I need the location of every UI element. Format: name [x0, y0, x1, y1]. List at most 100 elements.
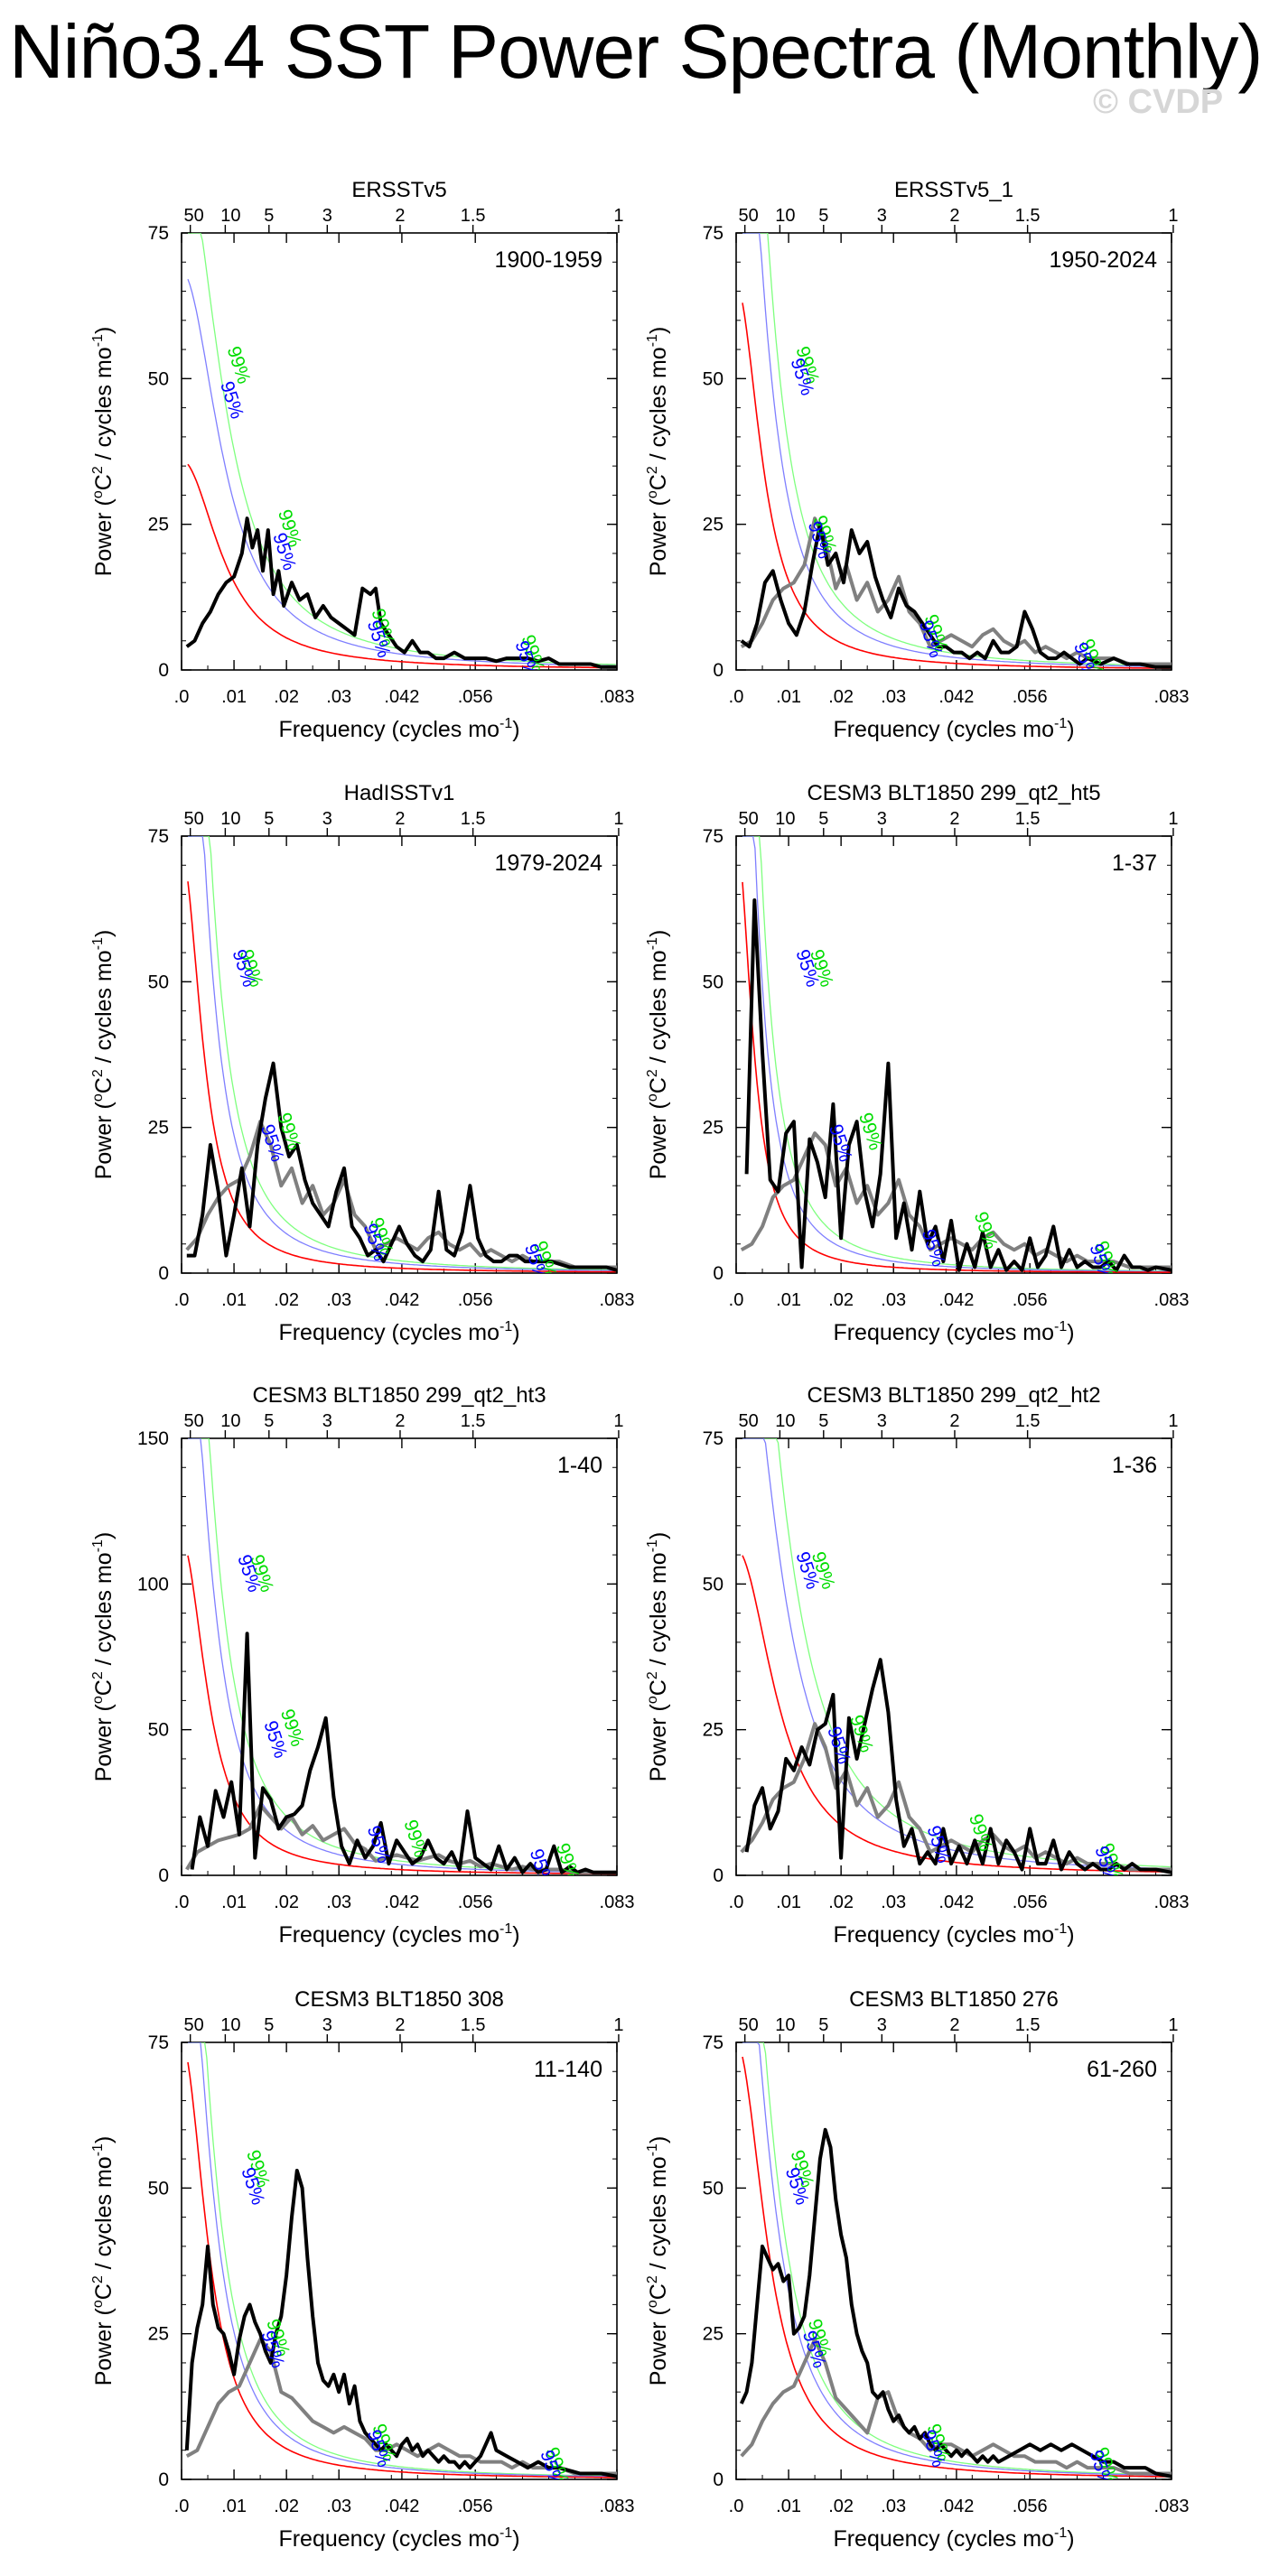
plot-area: 99%99%99%99%95%95%95%95%	[184, 2042, 617, 2479]
x-axis-label: Frequency (cycles mo-1)	[833, 716, 1074, 742]
x-tick-label: .03	[326, 2497, 351, 2516]
period-tick-label: 10	[775, 809, 795, 829]
panel-period: 1-36	[1112, 1453, 1157, 1478]
period-tick-label: 3	[877, 206, 887, 226]
panel-title: CESM3 BLT1850 299_qt2_ht2	[807, 1383, 1100, 1408]
reference-spectrum-line	[185, 1803, 617, 1874]
power-spectrum-line	[184, 2169, 617, 2478]
panel-title: ERSSTv5	[351, 178, 446, 202]
red-noise-curve	[187, 2061, 616, 2478]
power-spectrum-line	[739, 2127, 1172, 2478]
period-tick-label: 1.5	[461, 1411, 486, 1431]
plot-frame	[735, 835, 1172, 1274]
power-spectrum-line	[740, 522, 1172, 669]
x-tick-label: .0	[729, 2497, 744, 2516]
ci95-curve	[742, 836, 1171, 1272]
y-tick-label: 25	[703, 515, 724, 535]
period-tick-label: 1	[613, 1411, 623, 1431]
power-spectrum-line	[744, 1658, 1172, 1874]
y-tick-label: 25	[703, 1720, 724, 1741]
x-tick-label: .0	[729, 1892, 744, 1912]
period-tick-label: 50	[184, 206, 204, 226]
x-tick-label: .02	[274, 1290, 299, 1310]
plot-frame	[181, 2041, 618, 2480]
period-tick-label: 50	[739, 2015, 759, 2035]
period-tick-label: 5	[818, 2015, 828, 2035]
period-tick-label: 50	[739, 206, 759, 226]
x-tick-label: .042	[384, 2497, 419, 2516]
panel-title: CESM3 BLT1850 299_qt2_ht5	[807, 781, 1100, 805]
y-tick-label: 150	[137, 1428, 169, 1449]
period-tick-label: 2	[395, 1411, 405, 1431]
x-tick-label: .01	[221, 1290, 247, 1310]
x-tick-label: .083	[1154, 2497, 1190, 2516]
ci95-curve	[187, 278, 616, 667]
ci99-curve	[188, 836, 616, 1271]
period-tick-label: 10	[220, 1411, 240, 1431]
period-tick-label: 10	[775, 1411, 795, 1431]
y-tick-label: 75	[703, 1428, 724, 1449]
period-tick-label: 10	[220, 206, 240, 226]
period-tick-label: 1.5	[1015, 2015, 1041, 2035]
x-tick-label: .056	[458, 1290, 493, 1310]
x-tick-label: .01	[221, 1892, 247, 1912]
ci95-label: 95%	[918, 1227, 949, 1269]
plot-frame	[735, 2041, 1172, 2480]
panel-period: 61-260	[1087, 2057, 1157, 2082]
x-axis-label: Frequency (cycles mo-1)	[278, 716, 519, 742]
x-tick-label: .02	[828, 2497, 854, 2516]
y-tick-label: 75	[703, 223, 724, 244]
period-tick-label: 1	[613, 206, 623, 226]
red-noise-curve	[742, 302, 1171, 669]
period-tick-label: 1.5	[461, 206, 486, 226]
plot-frame	[181, 1437, 618, 1876]
x-tick-label: .01	[221, 687, 247, 707]
x-tick-label: .0	[174, 2497, 190, 2516]
x-tick-label: .02	[274, 2497, 299, 2516]
y-axis-label: Power (oC2 / cycles mo-1)	[90, 2136, 117, 2386]
plot-area: 99%99%99%99%95%95%95%95%	[185, 836, 617, 1273]
x-axis-label: Frequency (cycles mo-1)	[278, 1319, 519, 1345]
power-spectrum-line	[744, 898, 1172, 1272]
power-spectrum-line	[185, 516, 617, 669]
plot-area: 99%99%99%99%95%95%95%95%	[740, 836, 1172, 1273]
y-tick-label: 50	[148, 2178, 169, 2199]
y-tick-label: 0	[158, 1263, 169, 1284]
y-tick-label: 0	[713, 1865, 724, 1886]
cvdp-watermark: © CVDP	[1093, 83, 1224, 121]
period-tick-label: 3	[322, 206, 332, 226]
period-tick-label: 50	[184, 1411, 204, 1431]
period-tick-label: 3	[877, 1411, 887, 1431]
y-tick-label: 50	[148, 972, 169, 992]
panel-period: 1979-2024	[494, 851, 602, 876]
x-tick-label: .042	[938, 2497, 974, 2516]
panel-period: 1900-1959	[494, 247, 602, 273]
x-tick-label: .042	[938, 1892, 974, 1912]
x-tick-label: .0	[174, 1290, 190, 1310]
panel-title: CESM3 BLT1850 276	[849, 1987, 1059, 2012]
period-tick-label: 3	[877, 809, 887, 829]
period-tick-label: 1	[1168, 809, 1178, 829]
ci95-curve	[742, 2042, 1171, 2477]
period-tick-label: 1	[613, 809, 623, 829]
x-tick-label: .01	[776, 1290, 801, 1310]
y-tick-label: 75	[703, 2032, 724, 2053]
plot-area: 99%99%99%99%95%95%95%95%	[740, 233, 1172, 670]
y-axis-label: Power (oC2 / cycles mo-1)	[645, 2136, 671, 2386]
period-tick-label: 2	[949, 206, 959, 226]
x-axis-label: Frequency (cycles mo-1)	[278, 2525, 519, 2552]
panel-title: ERSSTv5_1	[894, 178, 1013, 202]
x-tick-label: .0	[174, 1892, 190, 1912]
x-tick-label: .03	[326, 1892, 351, 1912]
period-tick-label: 2	[395, 2015, 405, 2035]
period-tick-label: 1	[1168, 206, 1178, 226]
red-noise-curve	[742, 1555, 1171, 1873]
x-tick-label: .056	[458, 687, 493, 707]
x-tick-label: .03	[881, 1290, 906, 1310]
x-tick-label: .03	[326, 1290, 351, 1310]
ci99-curve	[188, 233, 616, 665]
y-tick-label: 75	[703, 826, 724, 847]
